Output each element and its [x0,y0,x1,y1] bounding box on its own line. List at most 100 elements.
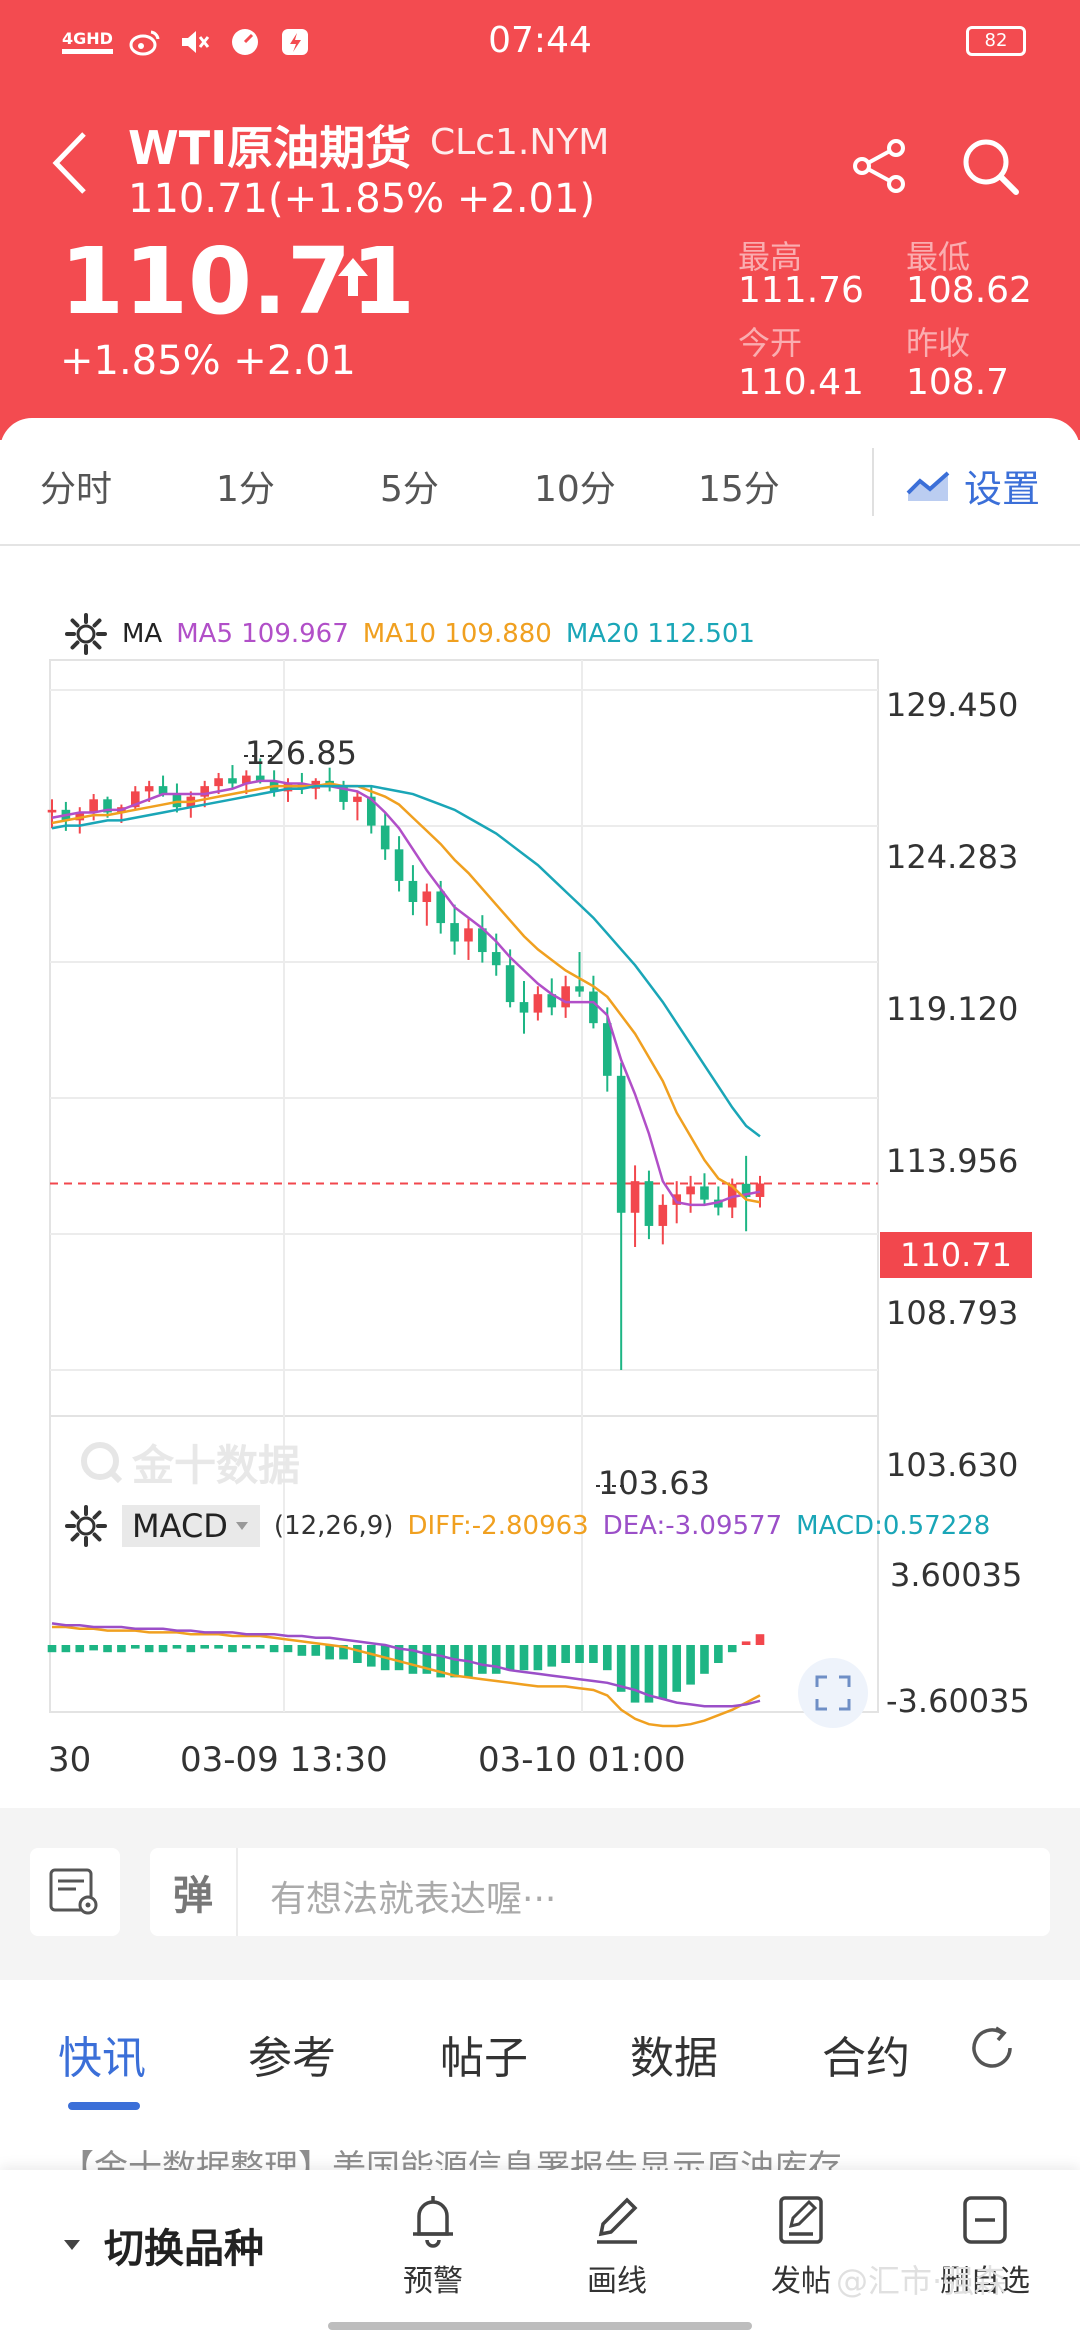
share-button[interactable] [850,136,914,200]
ma-line-ma20 [51,784,761,1138]
candle-body [380,825,390,850]
home-indicator[interactable] [328,2322,752,2330]
tab-posts[interactable]: 帖子 [440,2033,528,2084]
candle-body [741,1183,751,1197]
y-axis-label: 124.283 [886,838,1019,876]
tab-reference[interactable]: 参考 [248,2033,336,2084]
tab-10min[interactable]: 10分 [534,469,616,510]
x-axis-label: 30 [48,1740,92,1780]
danmu-icon[interactable]: 弹 [150,1848,238,1936]
watermark-text: 金十数据 [132,1441,301,1490]
content-tabs: 快讯 参考 帖子 数据 合约 [0,1984,1080,2114]
weibo-icon [127,24,163,60]
macd-bar [89,1645,98,1651]
macd-bar [186,1645,196,1653]
macd-bar [75,1645,85,1653]
macd-bar [436,1645,446,1678]
tab-contract[interactable]: 合约 [822,2033,910,2084]
draw-line-button[interactable]: 画线 [562,2190,672,2300]
candle-body [547,994,557,1008]
tab-data[interactable]: 数据 [630,2033,718,2084]
note-settings-icon [49,1868,98,1915]
candle-body [519,1002,529,1013]
remove-watchlist-button[interactable]: 删自选 [930,2190,1040,2300]
tab-divider [872,448,874,516]
kline-chart[interactable]: MA MA5 109.967 MA10 109.880 MA20 112.501… [0,590,1080,1790]
chevron-left-icon [52,132,86,194]
share-icon [853,139,905,193]
watermark-logo: 金十数据 [80,1432,300,1493]
ma-line-ma5 [51,779,761,1207]
candle-body [172,794,182,808]
bottom-toolbar: 切换品种 预警 画线 发帖 删自选 @汇市·强森 [0,2170,1080,2340]
macd-bar [408,1645,418,1674]
macd-bar [339,1645,348,1660]
candle-body [644,1181,654,1226]
settings-button[interactable]: 设置 [906,458,1040,513]
macd-bar [311,1645,321,1656]
remove-watchlist-label: 删自选 [940,2264,1030,2299]
candle-body [686,1186,695,1195]
refresh-button[interactable] [966,2022,1022,2078]
gear-icon[interactable] [64,1504,108,1548]
drafts-button[interactable] [30,1848,120,1936]
candle-body [200,786,210,797]
ma5-value: MA5 109.967 [176,619,349,649]
comment-placeholder: 有想法就表达喔··· [270,1879,557,1920]
candle-body [130,791,140,808]
arrow-up-icon [338,258,368,296]
macd-bar [533,1645,543,1671]
candle-body [589,991,598,1024]
candle-body [755,1183,765,1197]
macd-bar [575,1645,584,1663]
back-button[interactable] [50,130,110,210]
macd-bar [658,1645,668,1699]
expand-icon [815,1675,851,1711]
post-button[interactable]: 发帖 [746,2190,856,2300]
edit-icon [779,2196,823,2244]
macd-bar [158,1645,168,1653]
candle-body [255,775,265,781]
candle-body [575,986,584,992]
macd-bar [61,1645,71,1653]
candle-body [491,952,501,966]
switch-variety-button[interactable]: 切换品种 [62,2216,264,2274]
tab-1min[interactable]: 1分 [216,469,275,510]
tab-5min[interactable]: 5分 [380,469,439,510]
ma-legend: MA MA5 109.967 MA10 109.880 MA20 112.501 [64,612,755,656]
macd-legend: MACD (12,26,9) DIFF:-2.80963 DEA:-3.0957… [64,1504,990,1548]
macd-diff-line [52,1625,761,1728]
macd-bar [47,1645,57,1653]
candle-body [158,786,168,795]
macd-y-top: 3.60035 [890,1556,1023,1594]
tab-15min[interactable]: 15分 [698,469,780,510]
candle-body [450,923,459,942]
macd-bar [325,1645,334,1660]
stat-open-label: 今开 [738,324,803,362]
candle-body [366,796,376,826]
macd-bar [547,1645,557,1667]
alert-button[interactable]: 预警 [378,2190,488,2300]
macd-bar [200,1645,210,1649]
indicator-dropdown[interactable]: MACD [122,1505,260,1547]
fullscreen-button[interactable] [798,1658,868,1728]
y-axis-label: 119.120 [886,990,1019,1028]
macd-bar [283,1645,293,1653]
comment-input[interactable]: 弹 有想法就表达喔··· [150,1848,1050,1936]
ma20-value: MA20 112.501 [565,619,755,649]
macd-bar [144,1645,154,1653]
search-button[interactable] [958,134,1028,204]
tab-news[interactable]: 快讯 [58,2033,146,2084]
x-axis-label: 03-09 13:30 [180,1740,388,1780]
tab-timeshare[interactable]: 分时 [40,469,113,510]
candle-body [561,986,570,1008]
chart-settings-icon [906,471,950,501]
macd-bar [630,1645,640,1703]
macd-bar [394,1645,404,1671]
gear-icon[interactable] [64,612,108,656]
watermark-icon [81,1441,123,1483]
macd-bar [589,1645,598,1663]
price-change: +1.85% +2.01 [60,338,356,384]
caret-down-icon [64,2240,80,2250]
stat-prev-close-label: 昨收 [906,324,971,362]
